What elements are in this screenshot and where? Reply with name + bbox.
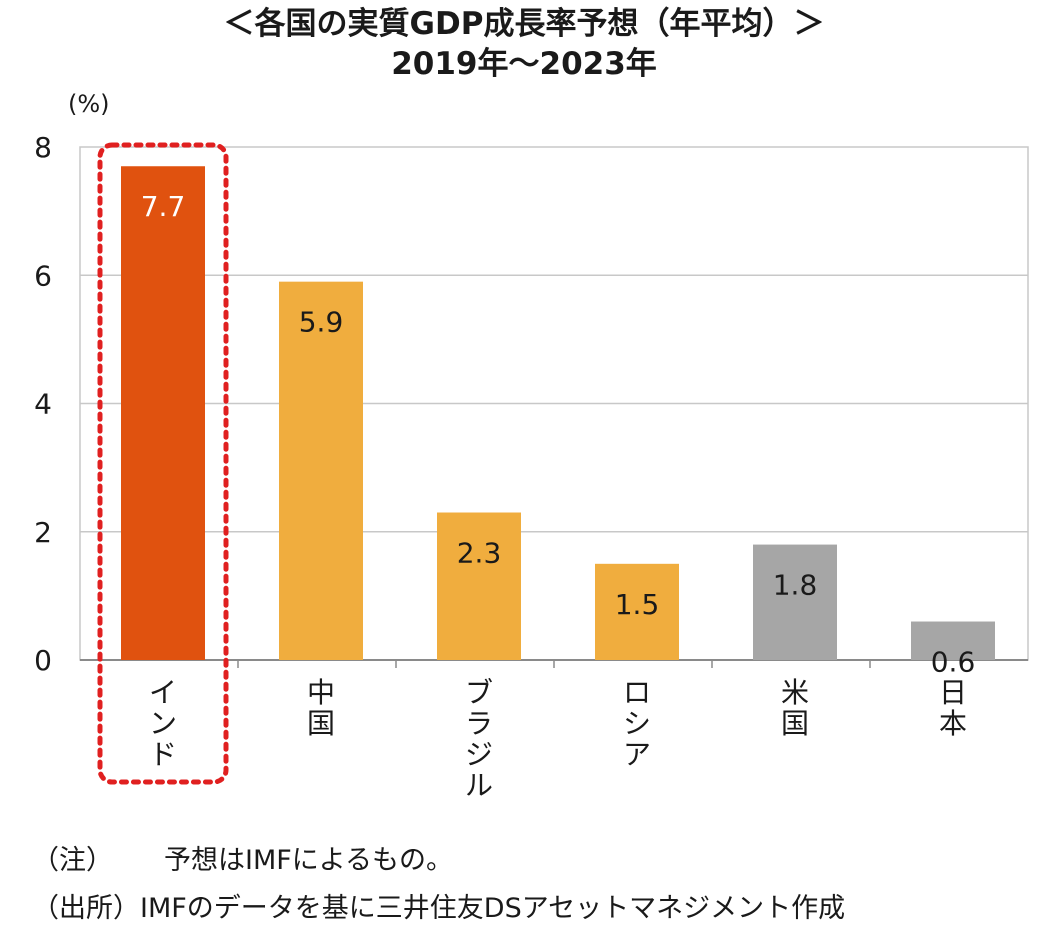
bar	[121, 166, 205, 661]
bar-chart: 0 2 4 6 8 (%) 7.7 インド 5.9 中国 2.3 ブラジル 1.5 ロシア 1.8 米国 0.6…	[34, 90, 1029, 802]
x-category-label: 日本	[939, 676, 967, 740]
highlight-frame	[97, 142, 229, 785]
bar	[911, 621, 995, 660]
x-category-label: インド	[149, 676, 177, 771]
y-tick-label: 6	[34, 259, 52, 292]
bar	[279, 281, 363, 660]
y-tick-label: 4	[34, 388, 52, 421]
bar	[437, 512, 521, 660]
y-tick-label: 2	[34, 516, 52, 549]
footnote: （注） 予想はIMFによるもの。	[32, 844, 453, 878]
data-label: 0.6	[931, 646, 976, 679]
data-label: 1.8	[773, 569, 818, 602]
source-text: IMFのデータを基に三井住友DSアセットマネジメント作成	[140, 893, 846, 924]
chart-subtitle: 2019年〜2023年	[391, 46, 657, 82]
y-unit-label: (%)	[68, 90, 110, 118]
x-category-label: ブラジル	[465, 676, 493, 802]
chart-title: ＜各国の実質GDP成長率予想（年平均）＞	[223, 6, 825, 42]
data-label: 2.3	[457, 537, 502, 570]
y-tick-label: 8	[34, 131, 52, 164]
bar	[753, 544, 837, 660]
source-label: （出所）	[32, 893, 140, 924]
source-note: （出所）IMFのデータを基に三井住友DSアセットマネジメント作成	[32, 892, 845, 926]
data-label: 1.5	[615, 588, 660, 621]
footnote-label: （注）	[32, 845, 113, 876]
footnote-text: 予想はIMFによるもの。	[164, 845, 453, 876]
x-category-label: 中国	[307, 676, 335, 740]
data-label: 7.7	[141, 190, 186, 223]
x-category-label: 米国	[781, 676, 809, 740]
x-category-label: ロシア	[623, 676, 651, 771]
data-label: 5.9	[299, 306, 344, 339]
bar	[595, 563, 679, 660]
y-tick-label: 0	[34, 644, 52, 677]
